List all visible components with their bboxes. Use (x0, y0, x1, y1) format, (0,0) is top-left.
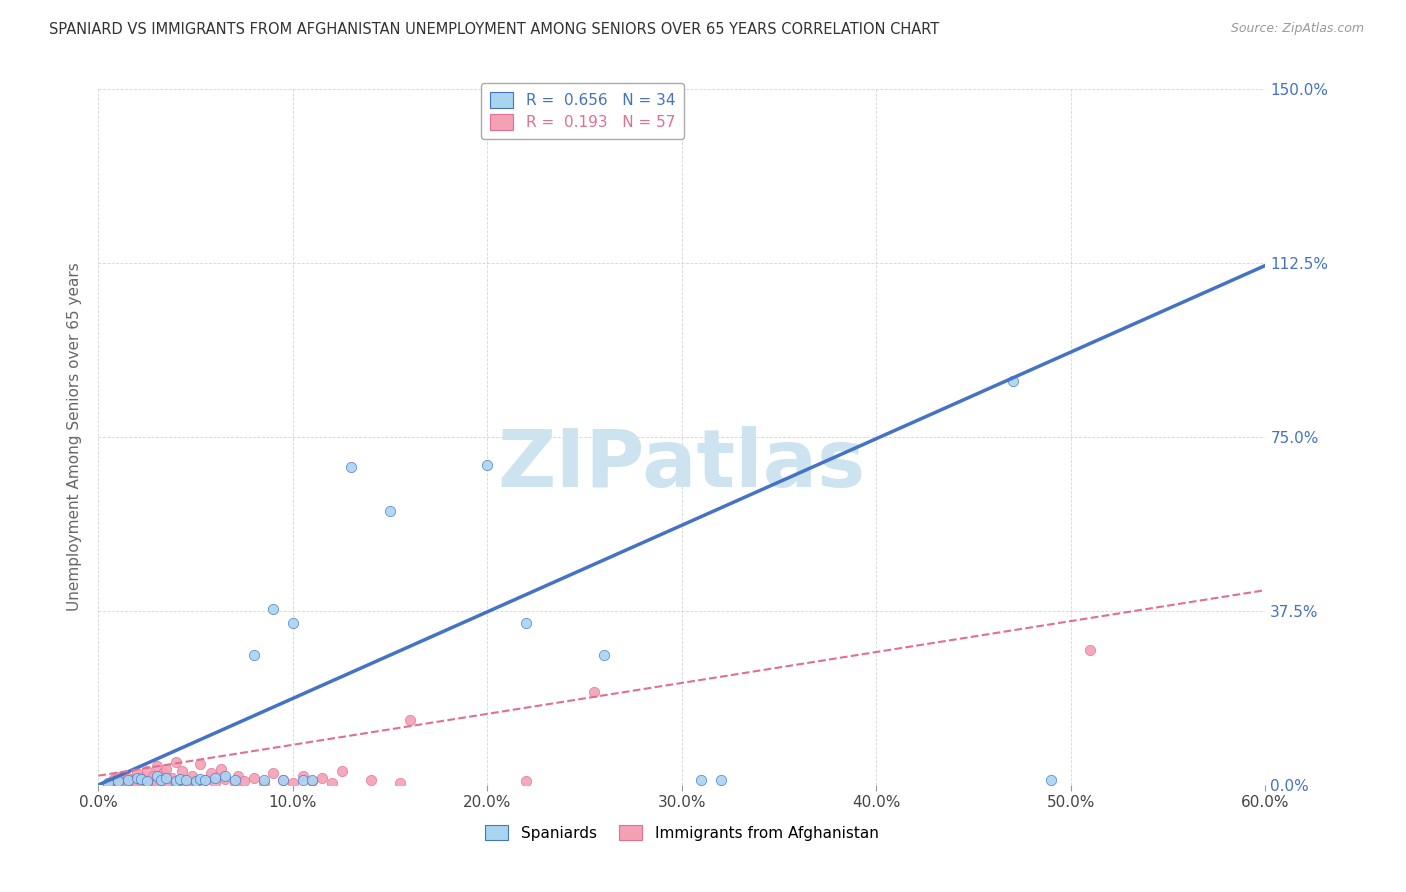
Point (340, 460, 363, 475)
Text: ZIPatlas: ZIPatlas (498, 425, 866, 504)
Point (188, 772, 211, 787)
Point (111, 774, 134, 789)
Point (281, 775, 304, 789)
Point (243, 648, 266, 662)
Point (149, 773, 172, 788)
Point (155, 762, 177, 776)
Point (127, 771, 149, 785)
Point (107, 770, 129, 784)
Point (1080, 643, 1102, 657)
Point (129, 772, 152, 787)
Point (142, 769, 165, 783)
Point (1040, 773, 1063, 788)
Point (165, 775, 187, 789)
Point (301, 774, 323, 789)
Point (271, 773, 294, 788)
Point (200, 766, 222, 780)
Point (174, 773, 197, 788)
Point (281, 615, 304, 630)
Point (112, 769, 135, 783)
Point (117, 773, 139, 788)
Point (710, 773, 733, 788)
Point (262, 601, 284, 615)
Point (188, 757, 211, 772)
Point (122, 773, 145, 788)
Point (97, 775, 120, 789)
Point (321, 775, 343, 789)
Point (139, 774, 162, 789)
Point (132, 771, 155, 785)
Point (214, 769, 236, 783)
Point (583, 685, 606, 699)
Point (204, 771, 226, 785)
Legend: Spaniards, Immigrants from Afghanistan: Spaniards, Immigrants from Afghanistan (479, 819, 884, 847)
Point (155, 771, 177, 785)
Point (170, 764, 193, 778)
Point (129, 774, 152, 789)
Point (180, 769, 202, 783)
Point (398, 713, 420, 727)
Point (174, 775, 197, 789)
Point (184, 774, 207, 789)
Point (360, 773, 382, 788)
Point (155, 775, 177, 789)
Point (101, 774, 124, 789)
Point (117, 775, 139, 789)
Point (149, 773, 172, 788)
Point (271, 773, 294, 788)
Point (169, 773, 191, 788)
Point (194, 773, 217, 788)
Point (184, 775, 207, 789)
Point (162, 771, 184, 785)
Point (291, 773, 314, 788)
Point (515, 774, 537, 789)
Point (301, 773, 323, 788)
Point (194, 773, 217, 788)
Point (209, 762, 232, 776)
Text: SPANIARD VS IMMIGRANTS FROM AFGHANISTAN UNEMPLOYMENT AMONG SENIORS OVER 65 YEARS: SPANIARD VS IMMIGRANTS FROM AFGHANISTAN … (49, 22, 939, 37)
Point (136, 764, 159, 778)
Point (165, 755, 187, 769)
Point (107, 775, 129, 789)
Point (136, 774, 159, 789)
Point (228, 769, 250, 783)
Point (291, 769, 314, 783)
Point (152, 766, 174, 780)
Point (146, 775, 169, 789)
Point (214, 772, 236, 787)
Point (117, 771, 139, 785)
Point (593, 648, 616, 662)
Point (243, 771, 266, 785)
Point (515, 615, 537, 630)
Point (253, 775, 276, 789)
Point (146, 769, 169, 783)
Point (388, 775, 411, 789)
Point (127, 766, 149, 780)
Point (103, 772, 125, 787)
Point (477, 458, 499, 472)
Point (690, 773, 713, 788)
Point (233, 774, 256, 789)
Point (224, 775, 246, 789)
Point (204, 775, 226, 789)
Point (253, 773, 276, 788)
Point (165, 774, 187, 789)
Y-axis label: Unemployment Among Seniors over 65 years: Unemployment Among Seniors over 65 years (67, 263, 83, 611)
Point (127, 775, 149, 789)
Point (311, 771, 333, 785)
Point (169, 772, 191, 787)
Point (146, 759, 169, 773)
Point (107, 774, 129, 789)
Point (136, 775, 159, 789)
Point (262, 766, 284, 780)
Point (380, 504, 402, 518)
Point (224, 773, 246, 788)
Point (97, 775, 120, 789)
Point (1001, 375, 1024, 389)
Text: Source: ZipAtlas.com: Source: ZipAtlas.com (1230, 22, 1364, 36)
Point (330, 764, 353, 778)
